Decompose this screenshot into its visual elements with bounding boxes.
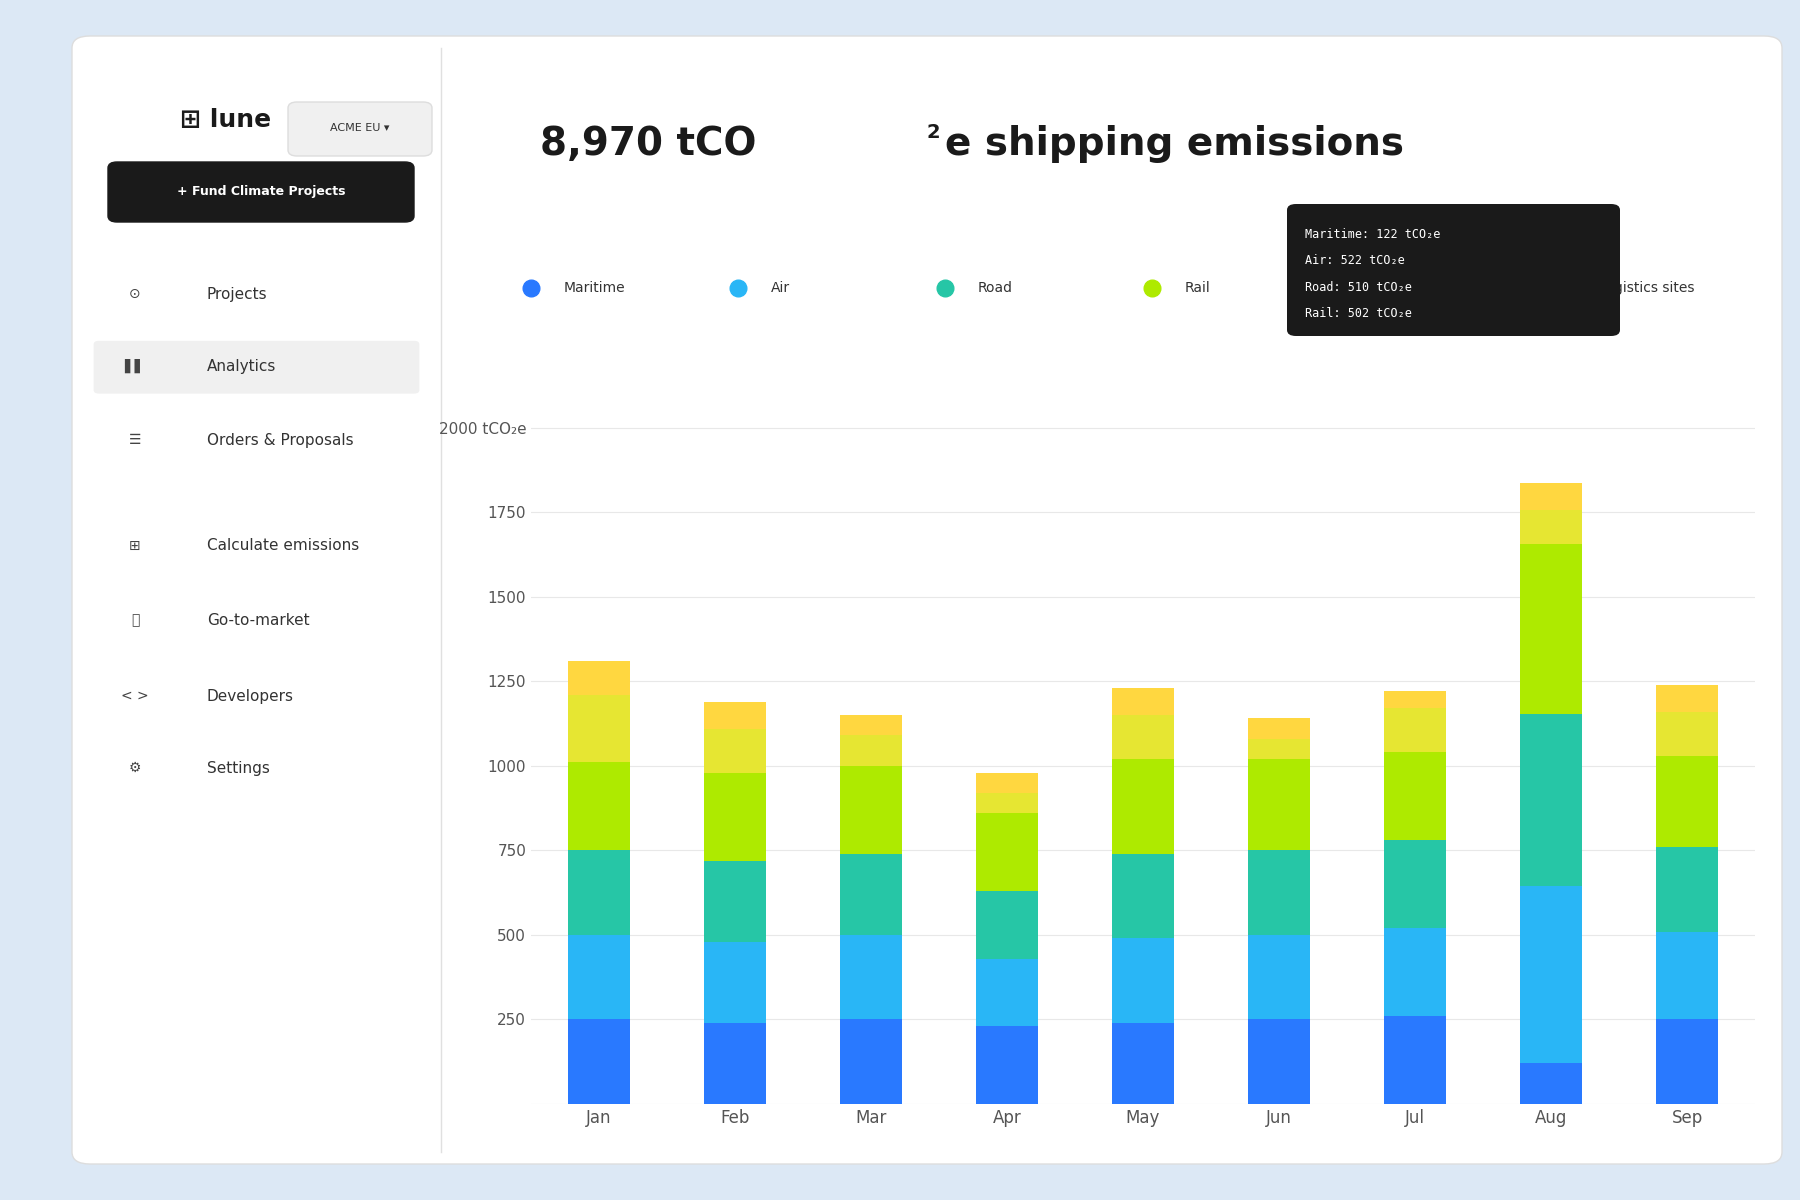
Bar (1521, 1063, 1582, 1104)
Bar (1384, 928, 1445, 1016)
Text: Inland waterway: Inland waterway (1391, 281, 1507, 295)
Text: Air: Air (770, 281, 790, 295)
Bar (569, 695, 630, 762)
Bar (1384, 752, 1445, 840)
Bar (1384, 1016, 1445, 1104)
Bar (1249, 760, 1310, 851)
Bar (1384, 691, 1445, 708)
Text: ACME EU ▾: ACME EU ▾ (329, 124, 391, 133)
Bar (841, 715, 902, 736)
Text: Developers: Developers (207, 689, 293, 703)
Text: ☰: ☰ (130, 433, 140, 448)
Bar (704, 1022, 765, 1104)
Bar (1521, 510, 1582, 544)
Bar (1112, 938, 1174, 1022)
Bar (1249, 851, 1310, 935)
Bar (841, 935, 902, 1020)
FancyBboxPatch shape (94, 341, 419, 394)
Bar (704, 942, 765, 1022)
Bar (976, 773, 1037, 793)
Bar (976, 959, 1037, 1026)
Text: < >: < > (121, 689, 149, 703)
Bar (841, 736, 902, 766)
Bar (1521, 484, 1582, 510)
Bar (1249, 739, 1310, 760)
Bar (1656, 1020, 1717, 1104)
Bar (1112, 688, 1174, 715)
Bar (841, 1020, 902, 1104)
Bar (704, 702, 765, 728)
Text: Orders & Proposals: Orders & Proposals (207, 433, 353, 448)
Text: 8,970 tCO: 8,970 tCO (540, 125, 756, 163)
FancyBboxPatch shape (1287, 204, 1620, 336)
FancyBboxPatch shape (288, 102, 432, 156)
Text: Logistics sites: Logistics sites (1598, 281, 1696, 295)
Bar (976, 1026, 1037, 1104)
Bar (976, 814, 1037, 890)
Bar (976, 793, 1037, 814)
Text: Road: Road (977, 281, 1012, 295)
Bar (1656, 756, 1717, 847)
Bar (1521, 544, 1582, 714)
Bar (841, 766, 902, 853)
Bar (569, 851, 630, 935)
Bar (704, 728, 765, 773)
Bar (569, 762, 630, 851)
Text: Go-to-market: Go-to-market (207, 613, 310, 628)
Text: 2: 2 (927, 122, 941, 142)
Text: Maritime: 122 tCO₂e: Maritime: 122 tCO₂e (1305, 228, 1440, 241)
Text: 📢: 📢 (131, 613, 139, 628)
Text: e shipping emissions: e shipping emissions (945, 125, 1404, 163)
Text: Settings: Settings (207, 761, 270, 775)
Text: Rail: 502 tCO₂e: Rail: 502 tCO₂e (1305, 307, 1411, 320)
Bar (704, 773, 765, 860)
Text: ⊞: ⊞ (130, 539, 140, 553)
Bar (1656, 712, 1717, 756)
Text: + Fund Climate Projects: + Fund Climate Projects (176, 186, 346, 198)
Text: Projects: Projects (207, 287, 268, 301)
Text: Rail: Rail (1184, 281, 1210, 295)
Bar (1249, 1020, 1310, 1104)
Bar (1521, 714, 1582, 887)
Bar (1112, 853, 1174, 938)
Bar (1112, 715, 1174, 760)
FancyBboxPatch shape (108, 162, 414, 222)
Bar (1656, 931, 1717, 1020)
Bar (1656, 847, 1717, 931)
Bar (704, 860, 765, 942)
Text: Maritime: Maritime (563, 281, 625, 295)
Bar (1384, 708, 1445, 752)
Text: ⚙: ⚙ (130, 761, 140, 775)
Bar (569, 1020, 630, 1104)
Text: Road: 510 tCO₂e: Road: 510 tCO₂e (1305, 281, 1411, 294)
Bar (841, 853, 902, 935)
Bar (1521, 887, 1582, 1063)
Bar (1384, 840, 1445, 928)
Text: Calculate emissions: Calculate emissions (207, 539, 360, 553)
Text: ⊙: ⊙ (130, 287, 140, 301)
Bar (1249, 935, 1310, 1020)
Bar (1656, 685, 1717, 712)
Bar (976, 890, 1037, 959)
Bar (569, 935, 630, 1020)
Bar (569, 661, 630, 695)
Text: ⊞ lune: ⊞ lune (180, 108, 272, 132)
Text: Air: 522 tCO₂e: Air: 522 tCO₂e (1305, 254, 1404, 268)
Text: ▌▌: ▌▌ (124, 359, 146, 373)
FancyBboxPatch shape (72, 36, 1782, 1164)
Bar (1112, 760, 1174, 853)
Bar (1112, 1022, 1174, 1104)
Text: Analytics: Analytics (207, 359, 277, 373)
Bar (1249, 719, 1310, 739)
